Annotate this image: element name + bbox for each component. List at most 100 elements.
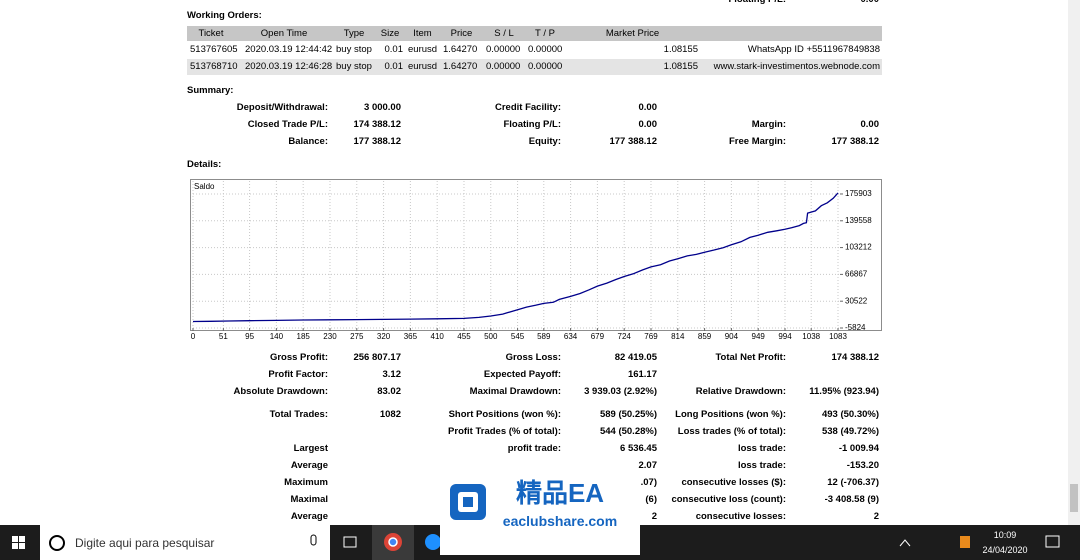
value: 3 000.00 [364, 102, 401, 113]
label: Maximal [290, 494, 329, 505]
value: 589 (50.25%) [599, 409, 657, 420]
search-icon [49, 535, 65, 551]
x-tick-label: 275 [350, 332, 364, 341]
x-tick-label: 679 [591, 332, 605, 341]
label: Largest [293, 443, 328, 454]
table-header-bg [187, 26, 882, 41]
value: -153.20 [846, 460, 879, 471]
table-cell: 0.00000 [486, 44, 521, 55]
label: Balance: [288, 136, 328, 147]
x-tick-label: 634 [564, 332, 578, 341]
x-tick-label: 455 [457, 332, 471, 341]
value: -1 009.94 [838, 443, 879, 454]
value: 0.00 [638, 102, 658, 113]
value: 538 (49.72%) [821, 426, 879, 437]
value: .07) [640, 477, 657, 488]
tray-chevron[interactable] [899, 539, 911, 547]
mic-icon[interactable] [310, 534, 317, 546]
table-cell: eurusd [408, 61, 438, 72]
table-cell: 0.01 [384, 44, 404, 55]
value: 6 536.45 [620, 443, 657, 454]
table-cell: 0.00000 [528, 44, 563, 55]
y-tick-label: 139558 [845, 216, 872, 225]
watermark-logo [450, 484, 486, 520]
value: 0.00 [860, 119, 880, 130]
label: Loss trades (% of total): [677, 426, 786, 437]
value: 2.07 [638, 460, 658, 471]
section-title: Details: [187, 159, 222, 170]
chart: Saldo 175903 139558 103212 66867 30522 -5824 0 5… [191, 181, 872, 341]
label: Closed Trade P/L: [247, 119, 328, 130]
label: Average [290, 460, 328, 471]
start-button[interactable] [12, 536, 25, 549]
value: 0.00 [638, 119, 658, 130]
clock-time: 10:09 [993, 529, 1017, 540]
value: 0.00 [861, 0, 880, 7]
value: (6) [645, 494, 657, 505]
value: 256 807.17 [353, 352, 401, 363]
notification-icon[interactable] [1045, 535, 1060, 548]
value: 3 939.03 (2.92%) [584, 386, 657, 397]
watermark-site: eaclubshare.com [502, 513, 618, 529]
search-box[interactable] [40, 525, 330, 560]
x-tick-label: 320 [377, 332, 391, 341]
table-cell: buy stop [336, 44, 372, 55]
section-title: Summary: [187, 85, 234, 96]
label: Average [290, 511, 328, 522]
value: 161.17 [627, 369, 657, 380]
label: consecutive loss (count): [671, 494, 786, 505]
table-cell: 0.00000 [528, 61, 563, 72]
scrollbar-thumb[interactable] [1070, 484, 1078, 512]
label: loss trade: [737, 443, 786, 454]
label: Deposit/Withdrawal: [236, 102, 328, 113]
section-title: Working Orders: [187, 10, 262, 21]
value: 3.12 [382, 369, 402, 380]
label: profit trade: [507, 443, 561, 454]
table-cell: www.stark-investimentos.webnode.com [713, 61, 880, 72]
value: 83.02 [377, 386, 401, 397]
watermark-brand: 精品EA [515, 478, 605, 508]
label: Relative Drawdown: [695, 386, 786, 397]
table-row-bg [187, 59, 882, 75]
label: loss trade: [737, 460, 786, 471]
label: Absolute Drawdown: [233, 386, 328, 397]
label: Long Positions (won %): [675, 409, 786, 420]
table-cell: 2020.03.19 12:46:28 [245, 61, 333, 72]
table-cell: eurusd [408, 44, 438, 55]
scrollbar[interactable] [1068, 0, 1080, 525]
table-header: Size [380, 27, 400, 39]
table-cell: WhatsApp ID +5511967849838 [747, 44, 880, 55]
label: Gross Loss: [505, 352, 561, 363]
search-placeholder: Digite aqui para pesquisar [75, 536, 215, 550]
label: Floating P/L: [503, 119, 561, 130]
value: 493 (50.30%) [821, 409, 879, 420]
balance-line [192, 192, 839, 323]
label: Maximal Drawdown: [469, 386, 561, 397]
label: Free Margin: [728, 136, 786, 147]
watermark [440, 470, 640, 555]
label: Maximum [284, 477, 328, 488]
edge-icon[interactable] [425, 534, 441, 550]
table-cell: 0.00000 [486, 61, 521, 72]
table-cell: buy stop [336, 61, 372, 72]
value: 544 (50.28%) [599, 426, 657, 437]
y-tick-label: 103212 [845, 243, 872, 252]
tray-shield-icon[interactable] [960, 536, 970, 548]
value: 2 [651, 511, 657, 522]
table-header: Price [450, 27, 473, 39]
value: 177 388.12 [609, 136, 657, 147]
table-cell: 513767605 [190, 44, 238, 55]
table-cell: 1.64270 [443, 44, 478, 55]
x-tick-label: 589 [537, 332, 551, 341]
x-tick-label: 545 [511, 332, 525, 341]
table-header: Open Time [260, 27, 308, 39]
value: 177 388.12 [831, 136, 879, 147]
x-tick-label: 500 [484, 332, 498, 341]
x-tick-label: 904 [725, 332, 739, 341]
y-tick-label: 175903 [845, 189, 872, 198]
task-view-icon[interactable] [343, 536, 357, 548]
x-tick-label: 185 [297, 332, 311, 341]
table-header: Type [343, 27, 365, 39]
label: Floating P/L: [728, 0, 786, 7]
